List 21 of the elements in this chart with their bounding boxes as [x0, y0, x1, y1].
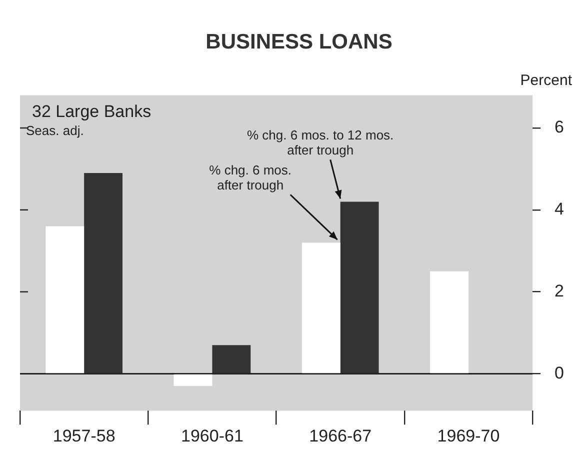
annotation: % chg. 6 mos. after trough [209, 162, 292, 193]
bar [430, 271, 468, 374]
y-tick-label: 0 [554, 363, 564, 382]
y-tick-label: 4 [554, 200, 564, 219]
bar [174, 374, 212, 386]
x-tick-label: 1957-58 [52, 426, 116, 446]
y-tick-label: 6 [554, 118, 564, 137]
bar [302, 242, 340, 374]
x-tick-label: 1966-67 [309, 426, 372, 446]
bar [84, 173, 123, 374]
chart-title: BUSINESS LOANS [206, 30, 392, 54]
annotation: % chg. 6 mos. to 12 mos. after trough [246, 128, 394, 158]
bar [46, 226, 84, 374]
bar [340, 202, 379, 374]
x-tick-label: 1969-70 [437, 426, 500, 446]
annotation: Seas. adj. [26, 123, 84, 138]
annotation: 32 Large Banks [32, 102, 152, 122]
y-axis-title: Percent [520, 72, 573, 90]
y-tick-label: 2 [554, 282, 564, 300]
bar [212, 345, 251, 374]
x-tick-label: 1960-61 [181, 426, 244, 446]
